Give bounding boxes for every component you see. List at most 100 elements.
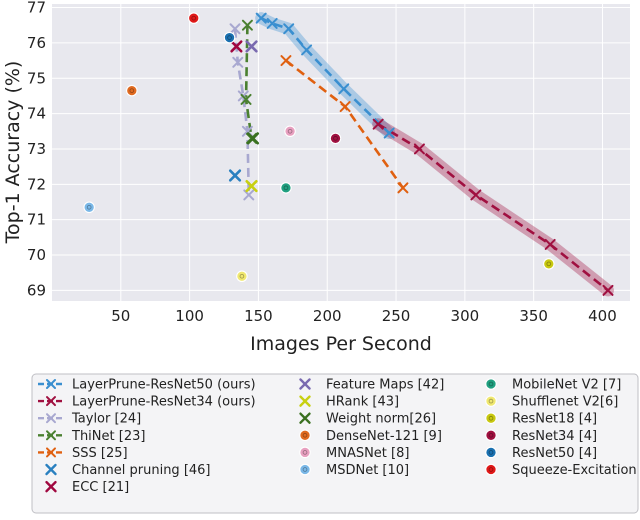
x-tick-label: 50 bbox=[111, 307, 130, 325]
marker-layerprune-resnet34-ours bbox=[413, 143, 425, 155]
x-stroke bbox=[299, 412, 311, 424]
x-stroke bbox=[45, 480, 57, 493]
legend-marker bbox=[485, 395, 497, 407]
point-msdnet-10 bbox=[83, 201, 95, 214]
legend-label: LayerPrune-ResNet50 (ours) bbox=[72, 378, 256, 393]
legend-label: ThiNet [23] bbox=[71, 429, 145, 444]
x-tick-label: 250 bbox=[382, 307, 411, 325]
dot-outer bbox=[329, 132, 342, 145]
point-feature-maps-42 bbox=[245, 40, 258, 53]
x-tick-label: 100 bbox=[175, 307, 204, 325]
legend-label: Shufflenet V2[6] bbox=[512, 395, 618, 410]
y-tick-label: 70 bbox=[27, 246, 46, 264]
x-stroke bbox=[232, 56, 244, 68]
point-weight-norm-26 bbox=[246, 132, 260, 145]
legend-marker bbox=[485, 463, 497, 476]
dot-outer bbox=[299, 429, 311, 442]
dot-outer bbox=[236, 270, 248, 282]
legend-label: MNASNet [8] bbox=[326, 446, 409, 461]
y-tick-label: 75 bbox=[27, 69, 46, 87]
legend-label: Taylor [24] bbox=[71, 412, 141, 427]
dot-inner bbox=[546, 261, 552, 267]
dot-outer bbox=[485, 395, 497, 407]
x-stroke bbox=[246, 132, 260, 145]
x-stroke bbox=[470, 189, 482, 201]
legend-item-hrank-43: HRank [43] bbox=[299, 395, 399, 410]
dot-outer bbox=[280, 182, 292, 194]
legend-label: ResNet34 [4] bbox=[512, 429, 597, 444]
x-stroke bbox=[413, 143, 425, 155]
legend-item-weight-norm-26: Weight norm[26] bbox=[299, 412, 436, 427]
gridlines bbox=[52, 4, 630, 301]
legend-marker bbox=[485, 429, 497, 442]
legend-item-layerprune-resnet34-ours: LayerPrune-ResNet34 (ours) bbox=[38, 395, 256, 410]
legend-item-msdnet-10: MSDNet [10] bbox=[299, 463, 409, 478]
legend-item-resnet18-4: ResNet18 [4] bbox=[485, 412, 597, 427]
legend-item-mobilenet-v2-7: MobileNet V2 [7] bbox=[485, 378, 621, 393]
x-stroke bbox=[283, 23, 295, 35]
dot-outer bbox=[284, 125, 296, 138]
x-stroke bbox=[45, 463, 57, 476]
x-stroke bbox=[602, 284, 614, 296]
marker-taylor-24 bbox=[229, 23, 241, 35]
line-taylor-24 bbox=[233, 28, 251, 195]
dot-inner bbox=[283, 185, 289, 191]
dot-inner bbox=[302, 467, 308, 472]
y-axis-label: Top-1 Accuracy (%) bbox=[2, 61, 24, 245]
legend-label: MobileNet V2 [7] bbox=[512, 378, 621, 393]
dot-outer bbox=[485, 378, 497, 390]
dot-outer bbox=[543, 258, 555, 270]
tick-labels: 50 100 150 200 250 300 350 400 69 70 71 72 73 74 75 76 7… bbox=[27, 0, 617, 325]
x-stroke bbox=[229, 23, 241, 35]
legend-label: LayerPrune-ResNet34 (ours) bbox=[72, 395, 256, 410]
dot-inner bbox=[86, 205, 92, 210]
x-stroke bbox=[280, 55, 292, 67]
legend-item-resnet50-4: ResNet50 [4] bbox=[485, 446, 597, 461]
point-resnet50-4 bbox=[223, 31, 236, 44]
legend-marker bbox=[299, 429, 311, 442]
legend-marker bbox=[46, 430, 56, 441]
legend-item-thinet-23: ThiNet [23] bbox=[38, 429, 145, 444]
point-resnet34-4 bbox=[329, 132, 342, 145]
point-resnet18-4 bbox=[543, 258, 555, 270]
legend-label: SSS [25] bbox=[72, 446, 128, 461]
dot-inner bbox=[191, 15, 197, 21]
x-stroke bbox=[397, 182, 409, 194]
marker-layerprune-resnet34-ours bbox=[372, 118, 384, 130]
marker-layerprune-resnet50-ours bbox=[283, 23, 295, 35]
legend-item-mnasnet-8: MNASNet [8] bbox=[299, 446, 409, 461]
x-stroke bbox=[544, 238, 556, 250]
x-stroke bbox=[245, 40, 258, 53]
y-tick-label: 77 bbox=[27, 0, 46, 17]
legend-marker bbox=[299, 395, 311, 407]
legend-label: Channel pruning [46] bbox=[72, 463, 211, 478]
marker-layerprune-resnet34-ours bbox=[602, 284, 614, 296]
marker-thinet-23 bbox=[240, 93, 252, 105]
legend-item-resnet34-4: ResNet34 [4] bbox=[485, 429, 597, 444]
legend-item-densenet-121-9: DenseNet-121 [9] bbox=[299, 429, 442, 444]
point-shufflenet-v2-6 bbox=[236, 270, 248, 282]
legend-label: Weight norm[26] bbox=[326, 412, 436, 427]
legend-item-squeeze-excitation: Squeeze-Excitation bbox=[485, 463, 637, 478]
legend-label: ResNet50 [4] bbox=[512, 446, 597, 461]
legend-marker bbox=[46, 396, 56, 407]
x-axis-label: Images Per Second bbox=[250, 333, 432, 355]
x-stroke bbox=[372, 118, 384, 130]
dot-inner bbox=[488, 450, 494, 455]
x-stroke bbox=[46, 430, 56, 441]
y-tick-label: 71 bbox=[27, 211, 46, 229]
x-tick-label: 300 bbox=[451, 307, 480, 325]
marker-sss-25 bbox=[339, 101, 351, 113]
x-stroke bbox=[245, 179, 258, 193]
y-tick-label: 73 bbox=[27, 140, 46, 158]
legend-label: MSDNet [10] bbox=[326, 463, 409, 478]
marker-layerprune-resnet50-ours bbox=[338, 83, 350, 95]
dot-inner bbox=[287, 128, 293, 134]
point-squeeze-excitation bbox=[187, 12, 200, 24]
x-stroke bbox=[383, 127, 395, 139]
dot-inner bbox=[227, 35, 232, 40]
marker-layerprune-resnet34-ours bbox=[470, 189, 482, 201]
legend-label: HRank [43] bbox=[326, 395, 399, 410]
